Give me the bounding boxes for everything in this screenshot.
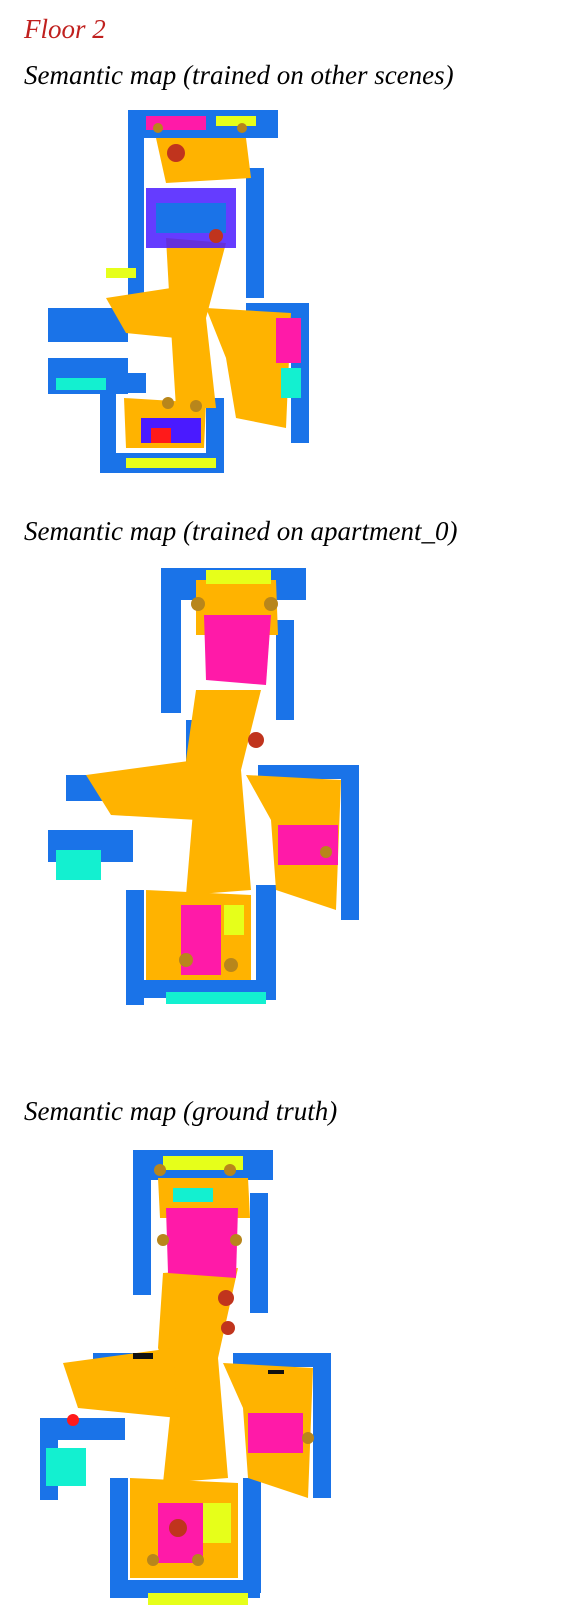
semantic-map-ground-truth	[40, 1150, 331, 1605]
map-objects	[153, 123, 247, 412]
map-window-strips	[46, 1156, 248, 1605]
map-bed-regions	[181, 615, 338, 975]
floor-title: Floor 2	[24, 14, 106, 44]
panel-caption-apartment-0: Semantic map (trained on apartment_0)	[24, 516, 458, 546]
map-objects	[67, 1164, 314, 1566]
semantic-map-other-scenes	[48, 110, 309, 473]
map-noise-patches	[56, 116, 301, 468]
map-bed-regions	[158, 1208, 303, 1563]
map-objects	[179, 597, 332, 972]
panel-caption-other-scenes: Semantic map (trained on other scenes)	[24, 60, 454, 90]
semantic-map-apartment-0	[48, 568, 359, 1005]
map-window-strips	[56, 570, 271, 1004]
panel-caption-ground-truth: Semantic map (ground truth)	[24, 1096, 338, 1126]
